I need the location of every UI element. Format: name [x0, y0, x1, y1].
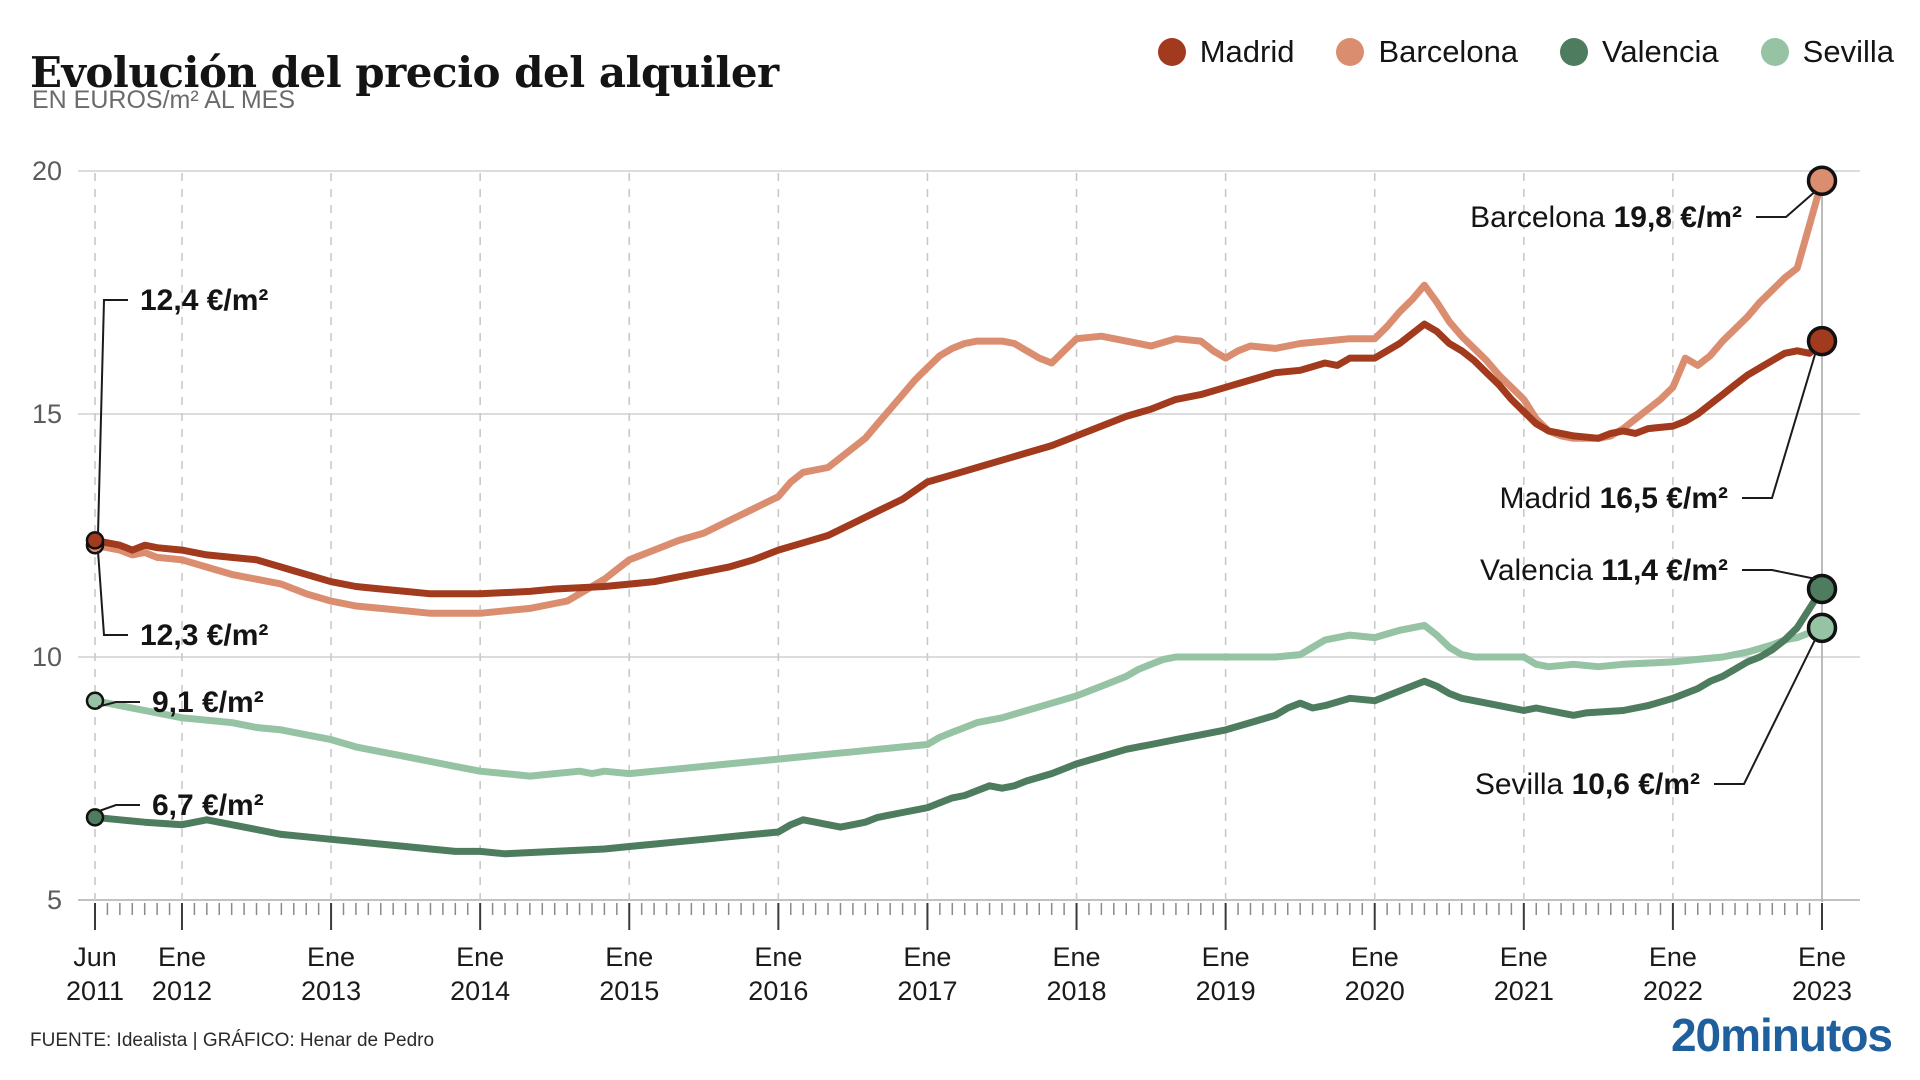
callout-line-sevilla-start — [97, 701, 140, 708]
svg-text:Ene: Ene — [1351, 942, 1399, 972]
svg-text:Jun: Jun — [73, 942, 117, 972]
end-dot-sevilla — [1806, 612, 1838, 644]
svg-text:Ene: Ene — [605, 942, 653, 972]
start-dot-valencia — [85, 808, 105, 827]
series-line-valencia — [91, 585, 1826, 858]
series-line-sevilla — [91, 621, 1826, 780]
svg-text:Ene: Ene — [1649, 942, 1697, 972]
svg-text:Ene: Ene — [903, 942, 951, 972]
end-dot-madrid — [1806, 325, 1838, 357]
svg-text:2018: 2018 — [1046, 976, 1106, 1006]
legend-dot-icon — [1157, 38, 1186, 66]
end-dot-valencia — [1806, 573, 1838, 605]
annotation-barcelona-end: Barcelona 19,8 €/m² — [1470, 201, 1742, 234]
legend-item-sevilla: Sevilla — [1760, 34, 1894, 70]
svg-text:2011: 2011 — [66, 976, 124, 1006]
svg-text:2021: 2021 — [1494, 976, 1554, 1006]
annotations: 12,4 €/m² 12,3 €/m² 9,1 €/m² 6,7 €/m² Barcel… — [97, 189, 1817, 822]
svg-text:20: 20 — [32, 156, 62, 186]
svg-text:Ene: Ene — [158, 942, 206, 972]
callout-line-madrid-start — [97, 299, 128, 535]
legend-dot-icon — [1560, 38, 1589, 66]
svg-text:Ene: Ene — [1500, 942, 1548, 972]
svg-text:Ene: Ene — [456, 942, 504, 972]
source-credit: FUENTE: Idealista | GRÁFICO: Henar de Pe… — [30, 1030, 435, 1051]
series-line-madrid — [91, 320, 1826, 598]
legend-dot-icon — [1336, 38, 1365, 66]
publisher-logo: 20minutos — [1670, 1009, 1893, 1061]
svg-text:Ene: Ene — [1053, 942, 1101, 972]
legend-label: Madrid — [1199, 34, 1295, 69]
series-line-barcelona — [91, 177, 1826, 617]
year-gridlines — [94, 173, 1823, 902]
page-title: Evolución del precio del alquiler — [30, 48, 779, 98]
svg-text:10: 10 — [32, 642, 62, 672]
annotation-sevilla-end: Sevilla 10,6 €/m² — [1475, 768, 1700, 801]
svg-text:2017: 2017 — [897, 976, 957, 1006]
y-gridlines: 20 15 10 5 — [32, 156, 1860, 915]
svg-text:Ene: Ene — [307, 942, 355, 972]
annotation-valencia-start: 6,7 €/m² — [152, 789, 264, 822]
start-dot-madrid — [85, 531, 105, 550]
legend-item-valencia: Valencia — [1560, 34, 1719, 70]
svg-text:15: 15 — [32, 399, 62, 429]
x-axis: Jun 2011 Ene 2012 Ene 2013 Ene 2014 Ene 2015 Ene 20… — [66, 903, 1852, 1006]
legend-label: Valencia — [1602, 34, 1719, 69]
chart-legend: Madrid Barcelona Valencia Sevilla — [1157, 34, 1894, 70]
legend-label: Sevilla — [1802, 34, 1894, 69]
callout-line-barcelona-end — [1756, 189, 1817, 218]
annotation-madrid-end: Madrid 16,5 €/m² — [1500, 482, 1728, 515]
svg-text:2023: 2023 — [1792, 976, 1852, 1006]
svg-text:2022: 2022 — [1643, 976, 1703, 1006]
annotation-sevilla-start: 9,1 €/m² — [152, 686, 264, 719]
start-dot-sevilla — [85, 691, 105, 710]
svg-text:2015: 2015 — [599, 976, 659, 1006]
callout-line-sevilla-end — [1714, 637, 1817, 785]
svg-text:2013: 2013 — [301, 976, 361, 1006]
svg-text:2020: 2020 — [1345, 976, 1405, 1006]
annotation-barcelona-start: 12,3 €/m² — [140, 619, 268, 652]
legend-dot-icon — [1760, 38, 1789, 66]
svg-text:Ene: Ene — [1798, 942, 1846, 972]
svg-text:5: 5 — [47, 885, 62, 915]
svg-text:2012: 2012 — [152, 976, 212, 1006]
svg-text:Ene: Ene — [754, 942, 802, 972]
annotation-valencia-end: Valencia 11,4 €/m² — [1480, 554, 1728, 587]
end-dot-barcelona — [1806, 165, 1838, 196]
annotation-madrid-start: 12,4 €/m² — [140, 284, 268, 317]
legend-item-barcelona: Barcelona — [1336, 34, 1518, 70]
callout-line-barcelona-start — [97, 551, 128, 636]
svg-text:Ene: Ene — [1202, 942, 1250, 972]
callout-line-madrid-end — [1742, 350, 1817, 499]
legend-item-madrid: Madrid — [1157, 34, 1295, 70]
callout-line-valencia-start — [97, 804, 140, 813]
legend-label: Barcelona — [1378, 34, 1519, 69]
svg-text:2016: 2016 — [748, 976, 808, 1006]
callout-line-valencia-end — [1742, 569, 1817, 580]
svg-text:2014: 2014 — [450, 976, 510, 1006]
svg-text:2019: 2019 — [1196, 976, 1256, 1006]
chart-units-subtitle: EN EUROS/m² AL MES — [32, 86, 296, 114]
